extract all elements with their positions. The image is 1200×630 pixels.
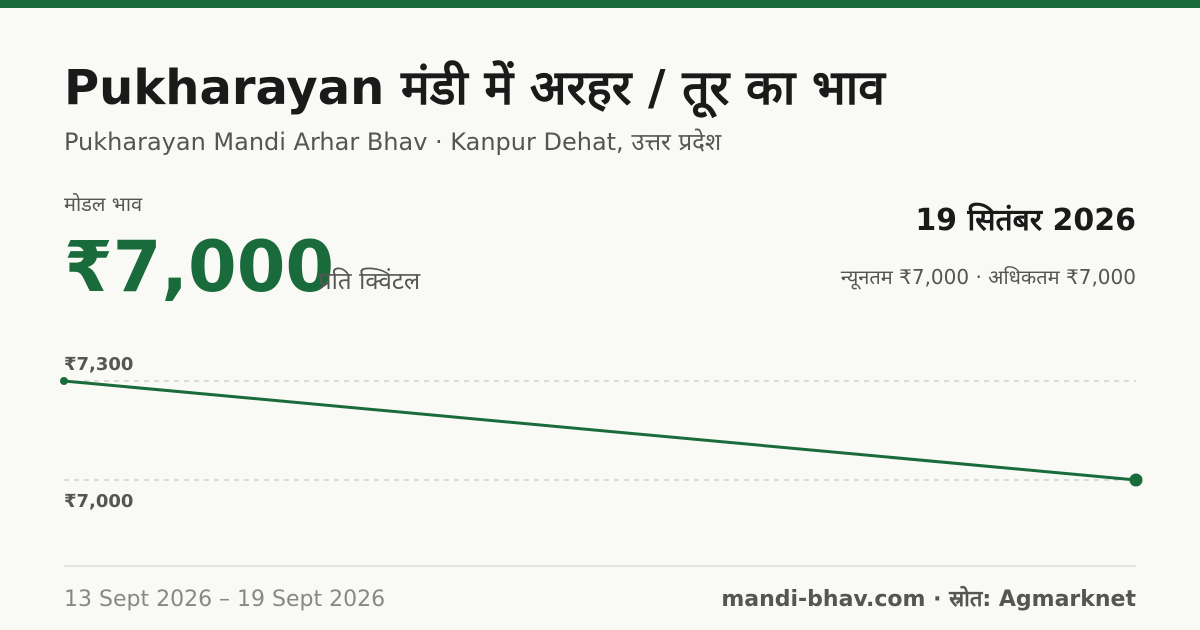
footer-source: mandi-bhav.com · स्रोत: Agmarknet	[721, 585, 1136, 612]
y-tick-label: ₹7,300	[64, 354, 133, 375]
point	[1129, 473, 1143, 487]
footer-period: 13 Sept 2026 – 19 Sept 2026	[64, 587, 385, 612]
price-range: न्यूनतम ₹7,000 · अधिकतम ₹7,000	[841, 265, 1136, 290]
price-unit: प्रति क्विंटल	[318, 267, 421, 295]
date: 19 सितंबर 2026	[915, 202, 1136, 238]
subtitle: Pukharayan Mandi Arhar Bhav · Kanpur Deh…	[64, 128, 722, 156]
line	[63, 379, 1137, 482]
point	[60, 377, 68, 385]
top-bar	[0, 0, 1200, 8]
price-value: ₹7,000	[64, 226, 334, 308]
price-label: मोडल भाव	[64, 192, 143, 216]
y-tick-label: ₹7,000	[64, 491, 133, 512]
title: Pukharayan मंडी में अरहर / तूर का भाव	[64, 60, 887, 119]
